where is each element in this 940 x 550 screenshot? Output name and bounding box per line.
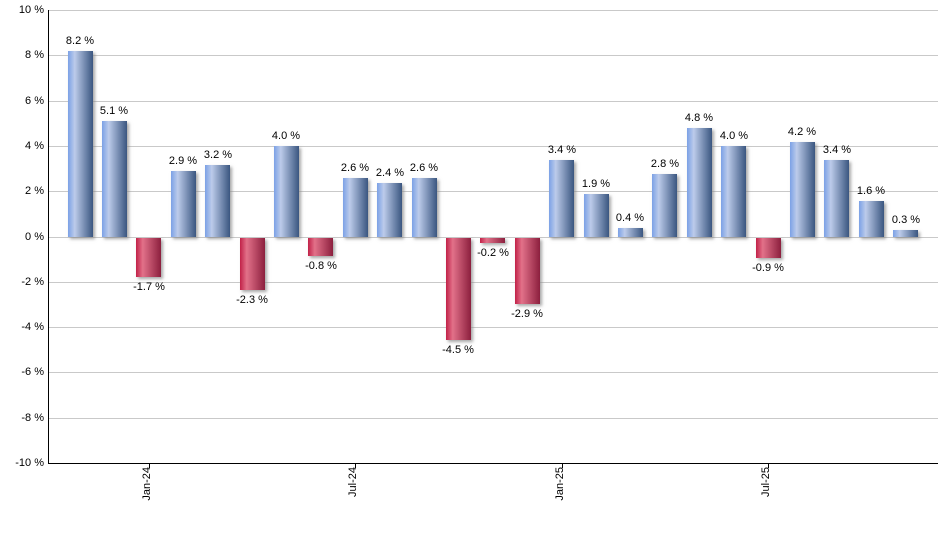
y-tick-label-8: 8 % [25,49,44,61]
bar-value-label-May-25: 4.8 % [684,112,714,124]
bar-value-label-Nov-25: 0.3 % [891,214,921,226]
bar-Mar-24[interactable] [205,165,230,237]
bar-Sep-24[interactable] [412,178,437,237]
bar-value-label-Jun-25: 4.0 % [719,130,749,142]
bar-Feb-24[interactable] [171,171,196,237]
x-axis-line [48,463,938,464]
y-tick-label-6: 6 % [25,95,44,107]
bar-Jul-25[interactable] [756,238,781,258]
bar-Jan-24[interactable] [136,238,161,277]
y-tick-label--8: -8 % [21,412,44,424]
bar-value-label-Jan-24: -1.7 % [133,281,165,293]
bar-Jun-25[interactable] [721,146,746,237]
bar-value-label-Jul-24: 2.6 % [340,162,370,174]
gridline--4 [48,327,938,328]
bar-Dec-23[interactable] [102,121,127,237]
y-axis-line [48,10,49,463]
gridline-2 [48,191,938,192]
bar-Oct-25[interactable] [859,201,884,237]
bar-Nov-25[interactable] [893,230,918,237]
bar-value-label-Sep-25: 3.4 % [822,144,852,156]
bar-value-label-Apr-24: -2.3 % [236,294,268,306]
gridline-10 [48,10,938,11]
bar-Apr-24[interactable] [240,238,265,290]
bar-value-label-Feb-25: 1.9 % [581,178,611,190]
gridline--6 [48,372,938,373]
bar-value-label-Mar-25: 0.4 % [615,212,645,224]
bar-Aug-24[interactable] [377,183,402,237]
bar-value-label-Oct-24: -4.5 % [442,344,474,356]
gridline--2 [48,282,938,283]
bar-value-label-Jun-24: -0.8 % [305,260,337,272]
bar-value-label-Aug-25: 4.2 % [787,126,817,138]
bar-Sep-25[interactable] [824,160,849,237]
bar-value-label-Nov-24: -0.2 % [477,247,509,259]
bar-value-label-Oct-25: 1.6 % [856,185,886,197]
bar-Aug-25[interactable] [790,142,815,237]
y-tick-label--10: -10 % [15,457,44,469]
y-tick-label-4: 4 % [25,140,44,152]
bar-Jun-24[interactable] [308,238,333,256]
bar-value-label-Dec-23: 5.1 % [99,105,129,117]
bar-value-label-Sep-24: 2.6 % [409,162,439,174]
gridline-0 [48,237,938,238]
y-tick-label-0: 0 % [25,231,44,243]
x-tick-Jan-25 [562,463,563,468]
x-tick-Jan-24 [149,463,150,468]
x-tick-Jul-24 [355,463,356,468]
bar-Apr-25[interactable] [652,174,677,237]
gridline-8 [48,55,938,56]
y-tick-label-10: 10 % [18,4,44,16]
bar-Nov-23[interactable] [68,51,93,237]
x-tick-Jul-25 [768,463,769,468]
y-tick-label-2: 2 % [25,185,44,197]
bar-value-label-Jul-25: -0.9 % [752,262,784,274]
x-tick-label-Jul-25: Jul-25 [760,467,772,497]
bar-May-24[interactable] [274,146,299,237]
bar-value-label-Nov-23: 8.2 % [65,35,95,47]
bar-Jul-24[interactable] [343,178,368,237]
bar-value-label-Apr-25: 2.8 % [650,158,680,170]
bar-May-25[interactable] [687,128,712,237]
gridline--8 [48,418,938,419]
bar-value-label-Mar-24: 3.2 % [203,149,233,161]
y-tick-label--2: -2 % [21,276,44,288]
y-tick-label--6: -6 % [21,366,44,378]
bar-Jan-25[interactable] [549,160,574,237]
bar-value-label-Aug-24: 2.4 % [375,167,405,179]
x-tick-label-Jan-24: Jan-24 [141,467,153,501]
gridline-4 [48,146,938,147]
bar-value-label-Feb-24: 2.9 % [168,155,198,167]
x-tick-label-Jan-25: Jan-25 [554,467,566,501]
y-tick-label--4: -4 % [21,321,44,333]
bar-Mar-25[interactable] [618,228,643,237]
bar-Feb-25[interactable] [584,194,609,237]
x-tick-label-Jul-24: Jul-24 [347,467,359,497]
gridline-6 [48,101,938,102]
bar-value-label-May-24: 4.0 % [271,130,301,142]
bar-value-label-Jan-25: 3.4 % [547,144,577,156]
bar-Nov-24[interactable] [480,238,505,243]
bar-value-label-Dec-24: -2.9 % [511,308,543,320]
bar-Oct-24[interactable] [446,238,471,340]
bar-Dec-24[interactable] [515,238,540,304]
